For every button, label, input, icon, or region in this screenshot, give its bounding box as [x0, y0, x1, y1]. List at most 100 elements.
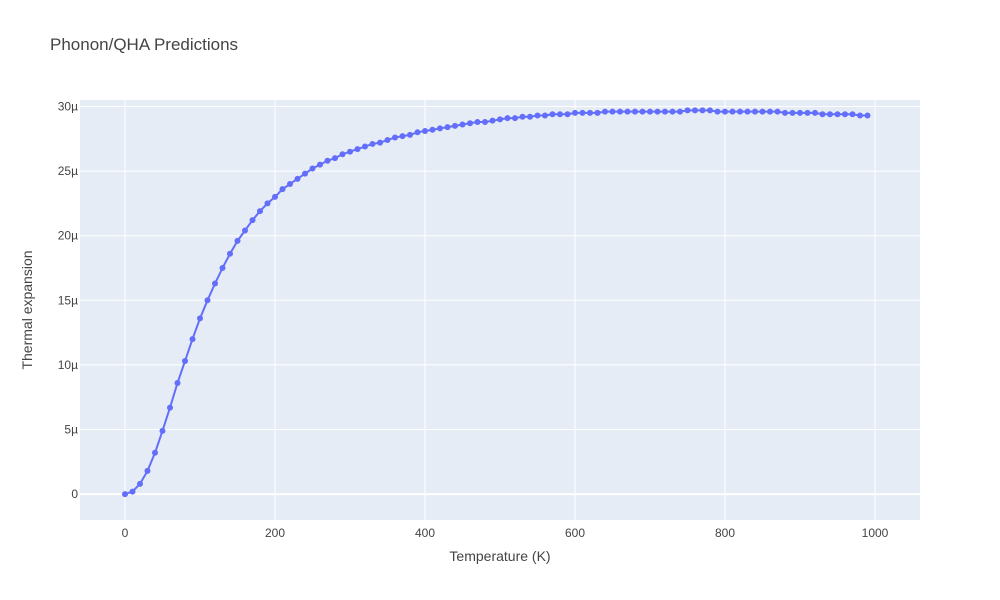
- data-point: [572, 109, 578, 116]
- x-tick-label: 600: [565, 526, 585, 540]
- data-point: [617, 108, 623, 115]
- data-point: [189, 336, 196, 343]
- data-point: [392, 134, 398, 141]
- data-point: [669, 108, 676, 115]
- data-point: [729, 108, 736, 115]
- data-point: [122, 491, 128, 498]
- data-point: [129, 488, 136, 495]
- data-point: [684, 107, 691, 114]
- data-point: [602, 108, 608, 115]
- y-tick-label: 20µ: [58, 229, 78, 243]
- data-point: [332, 155, 338, 162]
- data-point: [429, 126, 436, 133]
- data-point: [482, 118, 488, 125]
- data-point: [557, 111, 563, 118]
- data-point: [707, 107, 713, 114]
- y-axis-label: Thermal expansion: [19, 250, 35, 369]
- data-point: [677, 108, 683, 115]
- data-point: [722, 108, 728, 115]
- data-point: [699, 107, 706, 114]
- data-point: [272, 193, 278, 200]
- data-point: [774, 108, 781, 115]
- data-point: [279, 186, 286, 193]
- data-point: [302, 170, 308, 177]
- data-point: [377, 139, 383, 146]
- series-line: [124, 109, 868, 496]
- data-point: [182, 358, 188, 365]
- data-point: [317, 161, 323, 168]
- data-point: [444, 124, 451, 131]
- plot-area: [80, 100, 920, 520]
- data-point: [339, 151, 346, 158]
- data-point: [144, 467, 151, 474]
- data-point: [527, 113, 533, 120]
- y-tick-label: 25µ: [58, 164, 78, 178]
- data-point: [834, 111, 841, 118]
- data-point: [767, 108, 773, 115]
- data-point: [534, 112, 541, 119]
- data-point: [399, 133, 406, 140]
- data-point: [234, 237, 241, 244]
- data-point: [167, 404, 173, 411]
- x-tick-label: 200: [265, 526, 285, 540]
- data-point: [549, 111, 556, 118]
- data-point: [797, 109, 803, 116]
- x-tick-label: 0: [122, 526, 129, 540]
- data-point: [849, 111, 856, 118]
- y-tick-labels: 0 5µ 10µ 15µ 20µ 25µ 30µ: [58, 99, 79, 501]
- data-point: [369, 140, 376, 147]
- y-tick-label: 5µ: [64, 423, 78, 437]
- y-gridlines: [80, 105, 920, 496]
- data-point: [384, 137, 391, 144]
- data-point: [152, 449, 158, 456]
- data-point: [819, 111, 826, 118]
- data-point: [414, 129, 421, 136]
- data-point: [542, 112, 548, 119]
- x-axis-label: Temperature (K): [449, 548, 550, 564]
- data-point: [842, 111, 848, 118]
- data-point: [257, 208, 263, 215]
- data-point: [354, 146, 361, 153]
- data-point: [662, 108, 668, 115]
- data-point: [287, 181, 293, 187]
- x-tick-label: 800: [715, 526, 735, 540]
- data-point: [407, 131, 413, 138]
- data-point: [362, 143, 368, 150]
- data-point: [609, 108, 616, 115]
- data-point: [587, 109, 593, 116]
- data-point: [789, 109, 796, 116]
- data-point: [212, 280, 218, 287]
- data-point: [489, 117, 496, 124]
- data-point: [174, 380, 181, 387]
- data-point: [309, 165, 316, 172]
- y-tick-label: 30µ: [58, 99, 78, 113]
- data-point: [804, 109, 811, 116]
- data-point: [714, 108, 721, 115]
- data-point: [467, 120, 473, 127]
- data-point: [512, 115, 518, 122]
- data-point: [242, 227, 248, 234]
- data-point: [737, 108, 743, 115]
- data-point: [692, 107, 698, 114]
- x-tick-labels: 0 200 400 600 800 1000: [122, 526, 889, 540]
- data-point: [347, 148, 353, 155]
- data-point: [639, 108, 646, 115]
- data-point: [249, 217, 256, 224]
- data-point: [324, 157, 331, 164]
- data-point: [564, 111, 571, 118]
- chart-title: Phonon/QHA Predictions: [50, 35, 238, 54]
- data-point: [759, 108, 766, 115]
- data-point: [579, 109, 586, 116]
- y-tick-label: 10µ: [58, 358, 78, 372]
- data-point: [752, 108, 758, 115]
- data-point: [459, 121, 466, 128]
- data-point: [504, 115, 511, 122]
- data-point: [264, 200, 271, 207]
- data-point: [782, 109, 788, 116]
- data-point: [422, 128, 428, 135]
- data-point: [647, 108, 653, 115]
- data-point: [594, 109, 601, 116]
- data-point: [437, 125, 443, 132]
- x-tick-label: 1000: [862, 526, 889, 540]
